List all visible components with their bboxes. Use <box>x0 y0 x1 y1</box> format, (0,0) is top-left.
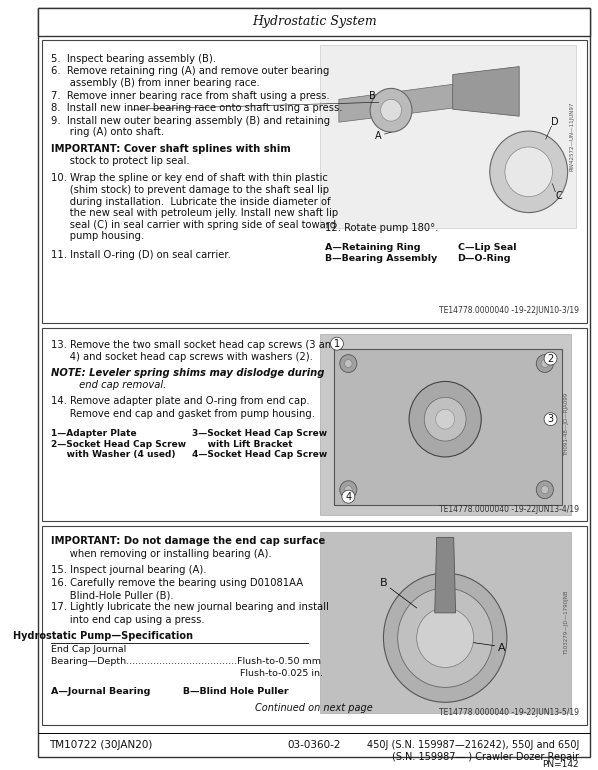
Circle shape <box>536 355 553 373</box>
Text: TM10722 (30JAN20): TM10722 (30JAN20) <box>49 740 152 750</box>
Text: 3: 3 <box>548 414 554 424</box>
Circle shape <box>383 573 507 702</box>
Text: Hydrostatic System: Hydrostatic System <box>252 15 377 28</box>
Text: C—Lip Seal
D—O-Ring: C—Lip Seal D—O-Ring <box>457 243 516 263</box>
Text: Continued on next page: Continued on next page <box>255 703 373 713</box>
Text: D: D <box>551 117 559 127</box>
FancyBboxPatch shape <box>320 532 572 713</box>
Polygon shape <box>453 66 519 116</box>
Circle shape <box>340 480 357 499</box>
Circle shape <box>417 608 474 668</box>
Text: TE14778.0000040 -19-22JUN13-4/19: TE14778.0000040 -19-22JUN13-4/19 <box>439 504 579 514</box>
Text: 9.  Install new outer bearing assembly (B) and retaining
      ring (A) onto sha: 9. Install new outer bearing assembly (B… <box>51 116 330 137</box>
Text: RW42572—UN—11JUN97: RW42572—UN—11JUN97 <box>569 102 574 171</box>
Circle shape <box>424 397 466 441</box>
Text: 3—Socket Head Cap Screw
     with Lift Bracket
4—Socket Head Cap Screw: 3—Socket Head Cap Screw with Lift Bracke… <box>192 429 327 459</box>
Text: 14. Remove adapter plate and O-ring from end cap.: 14. Remove adapter plate and O-ring from… <box>51 397 310 407</box>
Polygon shape <box>339 82 467 122</box>
Text: stock to protect lip seal.: stock to protect lip seal. <box>51 156 190 166</box>
Text: 8.  Install new inner bearing race onto shaft using a press.: 8. Install new inner bearing race onto s… <box>51 103 343 113</box>
Circle shape <box>536 480 553 499</box>
FancyBboxPatch shape <box>42 527 587 725</box>
Text: when removing or installing bearing (A).: when removing or installing bearing (A). <box>51 549 272 559</box>
Circle shape <box>436 409 454 429</box>
Text: 5.  Inspect bearing assembly (B).: 5. Inspect bearing assembly (B). <box>51 54 216 64</box>
FancyBboxPatch shape <box>38 8 590 757</box>
Ellipse shape <box>490 131 568 213</box>
Text: end cap removal.: end cap removal. <box>51 380 166 390</box>
FancyBboxPatch shape <box>320 333 572 514</box>
Text: End Cap Journal: End Cap Journal <box>51 645 126 654</box>
Text: 7.  Remove inner bearing race from shaft using a press.: 7. Remove inner bearing race from shaft … <box>51 91 330 101</box>
Text: Blind-Hole Puller (B).: Blind-Hole Puller (B). <box>51 590 174 600</box>
Text: 2: 2 <box>547 353 554 363</box>
FancyBboxPatch shape <box>42 328 587 521</box>
Text: 13. Remove the two small socket head cap screws (3 and: 13. Remove the two small socket head cap… <box>51 340 338 350</box>
Circle shape <box>409 381 481 457</box>
Text: A—Retaining Ring
B—Bearing Assembly: A—Retaining Ring B—Bearing Assembly <box>325 243 437 263</box>
Text: B: B <box>380 578 388 588</box>
FancyBboxPatch shape <box>42 40 587 323</box>
Text: 15. Inspect journal bearing (A).: 15. Inspect journal bearing (A). <box>51 565 207 575</box>
Text: 17. Lightly lubricate the new journal bearing and install: 17. Lightly lubricate the new journal be… <box>51 602 329 612</box>
Circle shape <box>398 588 493 688</box>
Text: into end cap using a press.: into end cap using a press. <box>51 615 205 625</box>
Text: 450J (S.N. 159987—216242), 550J and 650J
(S.N. 159987— ) Crawler Dozer Repair: 450J (S.N. 159987—216242), 550J and 650J… <box>367 740 579 762</box>
FancyBboxPatch shape <box>320 45 576 229</box>
Text: 03-0360-2: 03-0360-2 <box>288 740 341 750</box>
Polygon shape <box>435 537 456 613</box>
Text: IMPORTANT: Cover shaft splines with shim: IMPORTANT: Cover shaft splines with shim <box>51 143 291 153</box>
Circle shape <box>380 99 401 121</box>
Text: B: B <box>369 92 376 102</box>
Circle shape <box>340 355 357 373</box>
Polygon shape <box>334 349 562 504</box>
Text: C: C <box>556 191 563 201</box>
Text: IMPORTANT: Do not damage the end cap surface: IMPORTANT: Do not damage the end cap sur… <box>51 537 325 547</box>
Text: 4: 4 <box>345 492 352 502</box>
Ellipse shape <box>505 147 553 196</box>
FancyBboxPatch shape <box>38 8 590 35</box>
Circle shape <box>370 89 412 132</box>
Text: Hydrostatic Pump—Specification: Hydrostatic Pump—Specification <box>13 631 193 641</box>
Text: TE14778.0000040 -19-22JUN13-5/19: TE14778.0000040 -19-22JUN13-5/19 <box>439 708 579 717</box>
Text: 4) and socket head cap screws with washers (2).: 4) and socket head cap screws with washe… <box>51 352 313 362</box>
Circle shape <box>344 486 352 494</box>
Text: A—Journal Bearing          B—Blind Hole Puller: A—Journal Bearing B—Blind Hole Puller <box>51 687 289 696</box>
Circle shape <box>541 486 548 494</box>
Text: Bearing—Depth.....................................Flush-to-0.50 mm: Bearing—Depth...........................… <box>51 657 321 666</box>
Text: 11. Install O-ring (D) on seal carrier.: 11. Install O-ring (D) on seal carrier. <box>51 249 231 259</box>
Text: T103279—JD—1790JNB: T103279—JD—1790JNB <box>565 591 569 655</box>
Text: 10. Wrap the spline or key end of shaft with thin plastic
      (shim stock) to : 10. Wrap the spline or key end of shaft … <box>51 173 338 241</box>
Circle shape <box>541 360 548 367</box>
Text: TE14778.0000040 -19-22JUN10-3/19: TE14778.0000040 -19-22JUN10-3/19 <box>439 306 579 315</box>
Text: 16. Carefully remove the bearing using D01081AA: 16. Carefully remove the bearing using D… <box>51 578 303 588</box>
Text: A: A <box>376 131 382 141</box>
Text: 6.  Remove retaining ring (A) and remove outer bearing
      assembly (B) from i: 6. Remove retaining ring (A) and remove … <box>51 66 329 88</box>
Text: A: A <box>498 643 506 653</box>
Text: 1: 1 <box>334 339 340 349</box>
Text: 1—Adapter Plate
2—Socket Head Cap Screw
     with Washer (4 used): 1—Adapter Plate 2—Socket Head Cap Screw … <box>51 429 187 459</box>
Text: TH091-48—JD—RJA099: TH091-48—JD—RJA099 <box>565 393 569 456</box>
Text: NOTE: Leveler spring shims may dislodge during: NOTE: Leveler spring shims may dislodge … <box>51 367 325 377</box>
Text: Flush-to-0.025 in.: Flush-to-0.025 in. <box>51 669 323 678</box>
Text: Remove end cap and gasket from pump housing.: Remove end cap and gasket from pump hous… <box>51 409 315 419</box>
Circle shape <box>344 360 352 367</box>
Text: 12. Rotate pump 180°.: 12. Rotate pump 180°. <box>325 223 438 233</box>
Text: PN=142: PN=142 <box>542 760 579 769</box>
